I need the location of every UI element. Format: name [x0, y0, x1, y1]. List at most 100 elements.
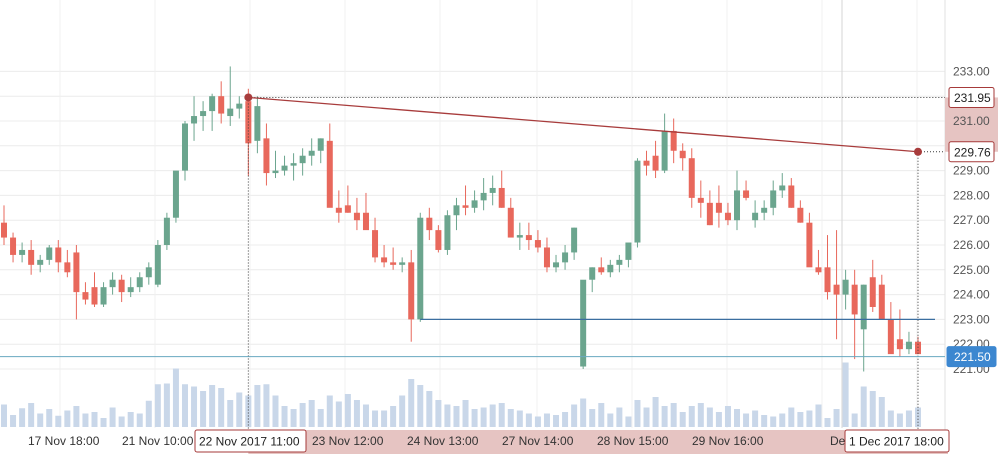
candle-body [73, 252, 80, 293]
crosshair-date-tag-box [194, 429, 307, 453]
candle [670, 118, 677, 164]
candle-body [788, 185, 795, 208]
candle [163, 212, 170, 250]
candle-body [172, 170, 179, 218]
candle-body [507, 207, 514, 238]
drawn-lines[interactable] [0, 93, 945, 430]
y-tick-label: 233.00 [953, 64, 990, 78]
volume-bar [806, 410, 813, 427]
candle-body [489, 187, 496, 193]
candle-body [553, 262, 560, 268]
candle [254, 96, 261, 154]
candle-body [118, 279, 125, 293]
candle [181, 121, 188, 181]
candle [326, 123, 333, 208]
candle-body [516, 235, 523, 238]
candle-body [37, 259, 44, 265]
candle [344, 185, 351, 213]
candle [227, 66, 234, 126]
candle [19, 242, 26, 263]
candle-body [136, 277, 143, 288]
volume-bar [435, 400, 442, 427]
candle-body [127, 287, 134, 293]
last-date-tag-box [844, 429, 950, 453]
trendline-start-price-tag-text: 231.95 [954, 91, 991, 105]
candle-body [471, 200, 478, 208]
candle-body [543, 247, 550, 268]
trendline-end-price-tag-text: 229.76 [954, 145, 991, 159]
candle-body [815, 267, 822, 273]
candle-body [851, 284, 858, 315]
volume-bar [770, 416, 777, 427]
trendline-handle-end[interactable] [914, 147, 922, 156]
candle-body [1, 222, 7, 238]
candle [697, 180, 704, 218]
candle [118, 274, 125, 303]
candle-body [308, 150, 315, 156]
candle [308, 138, 315, 166]
grid [0, 0, 946, 454]
candle-body [109, 279, 116, 288]
candle-body [453, 205, 460, 216]
trendline[interactable] [248, 96, 919, 153]
candle-body [281, 165, 288, 171]
candle-body [734, 190, 741, 221]
volume-bar [643, 407, 650, 427]
candle-body [399, 262, 406, 265]
volume-bar [462, 400, 469, 427]
volume-bar [706, 407, 713, 427]
candle [200, 101, 207, 131]
candle [127, 277, 134, 298]
volume-bar [734, 409, 741, 427]
candle-body [344, 205, 351, 213]
candle-body [643, 160, 650, 166]
candle [580, 279, 587, 369]
volume-bar [46, 409, 53, 427]
trendline-handle-start[interactable] [244, 93, 253, 102]
volume-bar [91, 412, 98, 427]
candle [172, 170, 179, 223]
candle-body [724, 212, 731, 221]
candle-body [869, 277, 876, 307]
volume-bar [236, 392, 243, 427]
volume-bar [661, 406, 668, 427]
volume-bar [688, 406, 695, 427]
candle [444, 210, 451, 255]
candle [353, 197, 360, 231]
candle [408, 249, 415, 342]
candle-body [163, 217, 170, 245]
candle [679, 143, 686, 171]
volume-bar [543, 413, 550, 427]
y-tick-label: 226.00 [953, 238, 990, 252]
candle [724, 202, 731, 226]
candle [236, 96, 243, 119]
last-date-tag: 1 Dec 2017 18:00 [844, 429, 950, 453]
candle-body [408, 262, 415, 320]
candle [417, 212, 424, 322]
candle [272, 150, 279, 179]
candle [815, 249, 822, 275]
current-price-tag-box [946, 346, 997, 368]
candle [480, 178, 487, 211]
candle [46, 245, 53, 265]
candle-body [19, 249, 26, 255]
candle [145, 262, 152, 285]
volume-bar [227, 400, 234, 427]
volume-bar [272, 395, 279, 427]
volume-bar [915, 407, 921, 427]
candle-body [625, 242, 632, 260]
candle-body [842, 279, 849, 295]
candle [37, 254, 44, 273]
candle-body [607, 264, 614, 273]
candle-body [905, 341, 912, 350]
volume-bar [263, 384, 270, 427]
candle-body [824, 267, 831, 293]
candle-body [82, 292, 89, 300]
volume-bar [163, 383, 170, 427]
volume-bar [616, 407, 623, 427]
candle [471, 190, 478, 213]
x-axis-labels: 17 Nov 18:00 21 Nov 10:00 23 Nov 12:00 24 N… [28, 434, 846, 448]
volume-bar [525, 413, 532, 427]
y-tick-label: 225.00 [953, 263, 990, 277]
